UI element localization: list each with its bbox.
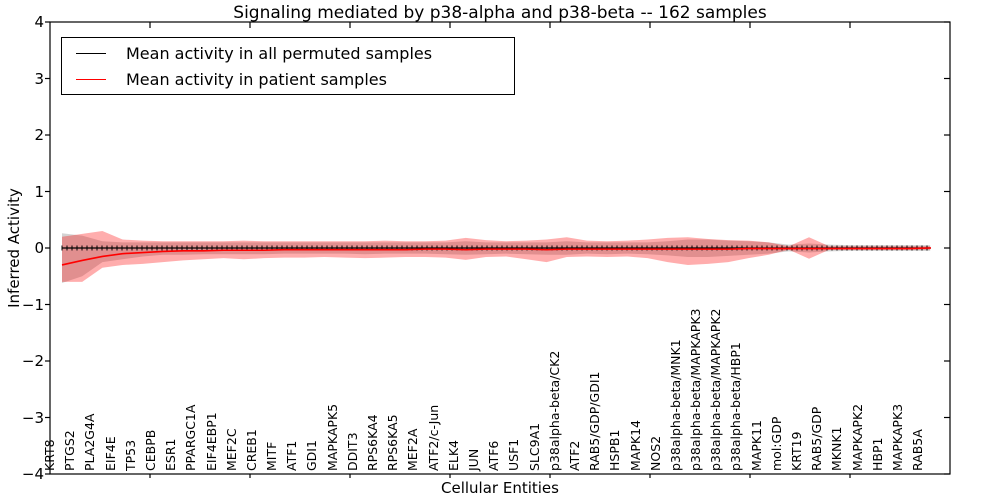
x-tick-label: KRT8 <box>42 439 57 471</box>
x-tick-label: RAB5/GDP/GDI1 <box>587 371 603 471</box>
x-tick-label: HSPB1 <box>607 429 623 471</box>
legend-item-patient: Mean activity in patient samples <box>62 66 514 92</box>
x-tick-label: p38alpha-beta/CK2 <box>546 350 562 471</box>
y-tick-label: 2 <box>34 126 44 144</box>
chart-title: Signaling mediated by p38-alpha and p38-… <box>233 3 767 23</box>
y-tick-label: 1 <box>34 182 44 201</box>
x-tick-label: TP53 <box>122 439 138 471</box>
x-tick-label: MEF2A <box>405 428 421 471</box>
x-tick-label: PLA2G4A <box>82 413 98 471</box>
y-tick-label: −3 <box>21 408 44 427</box>
legend-item-permuted: Mean activity in all permuted samples <box>62 40 514 66</box>
x-tick-label: p38alpha-beta/HBP1 <box>728 342 744 471</box>
x-tick-label: SLC9A1 <box>526 422 542 471</box>
y-tick-label: −2 <box>21 352 44 370</box>
x-tick-label: RAB5A <box>910 429 926 471</box>
x-tick-label: ATF6 <box>486 440 502 471</box>
x-tick-label: RPS6KA5 <box>385 414 401 471</box>
x-tick-label: RAB5/GDP <box>809 406 825 471</box>
x-tick-label: p38alpha-beta/MAPKAPK2 <box>708 308 724 472</box>
legend-label-permuted: Mean activity in all permuted samples <box>126 43 433 63</box>
x-tick-label: RPS6KA4 <box>365 414 381 471</box>
x-tick-label: GDI1 <box>304 440 320 471</box>
x-tick-label: p38alpha-beta/MNK1 <box>667 339 683 471</box>
y-tick-label: −4 <box>21 465 44 483</box>
legend-line-black-icon <box>76 52 106 54</box>
y-tick-label: 3 <box>34 69 44 88</box>
x-tick-label: mol:GDP <box>768 416 784 471</box>
x-tick-label: ATF2 <box>566 440 582 471</box>
x-axis-label: Cellular Entities <box>441 479 559 497</box>
x-tick-label: MKNK1 <box>829 426 845 471</box>
x-tick-label: PTGS2 <box>62 430 78 471</box>
x-tick-label: KRT19 <box>789 431 805 471</box>
x-tick-label: MAPKAPK3 <box>889 403 905 471</box>
x-tick-label: NOS2 <box>647 435 663 471</box>
y-tick-label: 4 <box>34 13 44 31</box>
legend-line-red-icon <box>76 78 106 80</box>
x-tick-label: USF1 <box>506 438 522 471</box>
x-tick-label: MEF2C <box>223 428 239 471</box>
x-tick-label: HBP1 <box>869 437 885 471</box>
x-tick-label: MAPKAPK2 <box>849 403 865 471</box>
x-tick-label: ATF1 <box>284 440 300 471</box>
x-tick-label: PPARGC1A <box>183 404 199 471</box>
x-tick-label: ELK4 <box>445 439 461 471</box>
legend: Mean activity in all permuted samples Me… <box>61 37 515 95</box>
x-tick-label: CEBPB <box>142 429 158 471</box>
x-tick-label: DDIT3 <box>344 432 360 471</box>
x-tick-label: JUN <box>465 448 481 471</box>
x-tick-label: p38alpha-beta/MAPKAPK3 <box>688 308 704 472</box>
x-tick-label: MITF <box>264 441 280 471</box>
x-tick-label: EIF4E <box>102 436 118 471</box>
x-tick-label: MAPKAPK5 <box>324 403 340 471</box>
y-tick-label: −1 <box>21 295 44 314</box>
x-tick-label: EIF4EBP1 <box>203 412 219 471</box>
x-tick-label: MAPK14 <box>627 420 643 471</box>
x-tick-label: CREB1 <box>243 429 259 471</box>
x-tick-label: ESR1 <box>163 438 179 471</box>
x-tick-label: MAPK11 <box>748 420 764 471</box>
y-tick-label: 0 <box>34 239 44 257</box>
legend-label-patient: Mean activity in patient samples <box>126 69 387 89</box>
x-tick-label: ATF2/c-Jun <box>425 404 441 471</box>
